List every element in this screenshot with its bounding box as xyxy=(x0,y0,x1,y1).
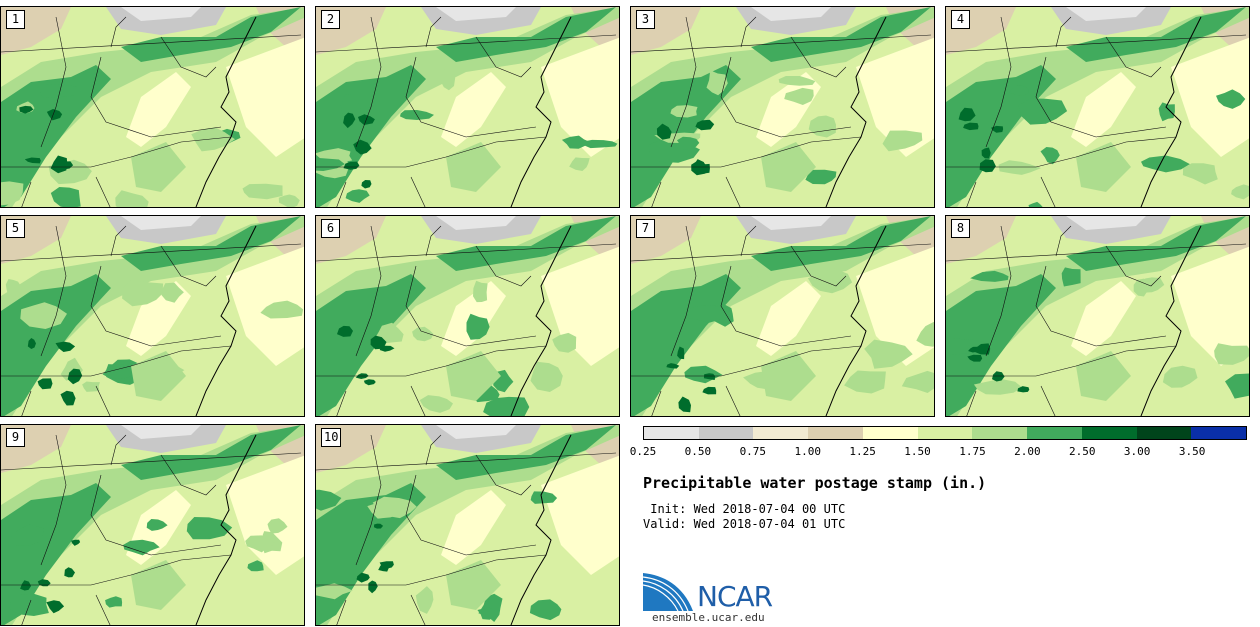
ensemble-member-panel: 2 xyxy=(315,6,620,208)
precipitable-water-map xyxy=(631,216,934,416)
ensemble-member-panel: 1 xyxy=(0,6,305,208)
colorbar-swatch xyxy=(1027,427,1082,439)
precipitable-water-map xyxy=(316,216,619,416)
valid-time: Valid: Wed 2018-07-04 01 UTC xyxy=(643,517,846,531)
member-number-label: 4 xyxy=(951,10,970,29)
member-number-label: 10 xyxy=(321,428,342,447)
colorbar-swatch xyxy=(808,427,863,439)
colorbar-tick-label: 3.00 xyxy=(1123,445,1151,458)
ncar-logo-icon xyxy=(643,573,693,612)
member-number-label: 8 xyxy=(951,219,970,238)
member-number-label: 6 xyxy=(321,219,340,238)
colorbar-tick-label: 0.50 xyxy=(684,445,712,458)
colorbar-tick-label: 0.75 xyxy=(739,445,767,458)
precipitable-water-map xyxy=(316,425,619,625)
colorbar-swatch xyxy=(644,427,699,439)
member-number-label: 2 xyxy=(321,10,340,29)
colorbar-swatch xyxy=(698,427,754,439)
member-number-label: 9 xyxy=(6,428,25,447)
colorbar-tick-labels: 0.25 0.50 0.75 1.00 1.25 1.50 1.75 2.00 2.50 3.00… xyxy=(629,445,1260,459)
ensemble-member-panel: 5 xyxy=(0,215,305,417)
colorbar-tick-label: 1.00 xyxy=(794,445,821,458)
ensemble-member-panel: 9 xyxy=(0,424,305,626)
colorbar-tick-label: 1.50 xyxy=(904,445,931,458)
colorbar-tick-label: 1.75 xyxy=(959,445,986,458)
precipitable-water-map xyxy=(1,7,304,207)
colorbar-swatch xyxy=(917,427,973,439)
ensemble-member-panel: 4 xyxy=(945,6,1250,208)
ensemble-member-panel: 6 xyxy=(315,215,620,417)
colorbar-swatch xyxy=(1081,427,1137,439)
precipitable-water-map xyxy=(316,7,619,207)
init-time: Init: Wed 2018-07-04 00 UTC xyxy=(643,502,846,516)
member-number-label: 3 xyxy=(636,10,655,29)
colorbar-tick-label: 2.50 xyxy=(1069,445,1096,458)
colorbar-swatch xyxy=(753,427,809,439)
colorbar-tick-label: 2.00 xyxy=(1014,445,1041,458)
colorbar-tick-label: 0.25 xyxy=(629,445,657,458)
colorbar-tick-label: 3.50 xyxy=(1178,445,1206,458)
site-url: ensemble.ucar.edu xyxy=(652,611,765,624)
colorbar-swatch xyxy=(1136,427,1192,439)
precipitable-water-map xyxy=(946,7,1249,207)
colorbar-tick-label: 1.25 xyxy=(849,445,876,458)
colorbar-swatch xyxy=(1191,427,1247,439)
colorbar-swatch xyxy=(862,427,918,439)
precipitable-water-map xyxy=(1,425,304,625)
ensemble-member-panel: 7 xyxy=(630,215,935,417)
precipitable-water-map xyxy=(631,7,934,207)
member-number-label: 7 xyxy=(636,219,655,238)
colorbar-swatch xyxy=(972,427,1028,439)
precipitable-water-map xyxy=(946,216,1249,416)
ensemble-member-panel: 3 xyxy=(630,6,935,208)
chart-title: Precipitable water postage stamp (in.) xyxy=(643,474,987,492)
ensemble-member-panel: 8 xyxy=(945,215,1250,417)
colorbar xyxy=(643,426,1247,440)
ncar-logo-text: NCAR xyxy=(697,580,773,613)
precipitable-water-map xyxy=(1,216,304,416)
member-number-label: 1 xyxy=(6,10,25,29)
ensemble-member-panel: 10 xyxy=(315,424,620,626)
member-number-label: 5 xyxy=(6,219,25,238)
